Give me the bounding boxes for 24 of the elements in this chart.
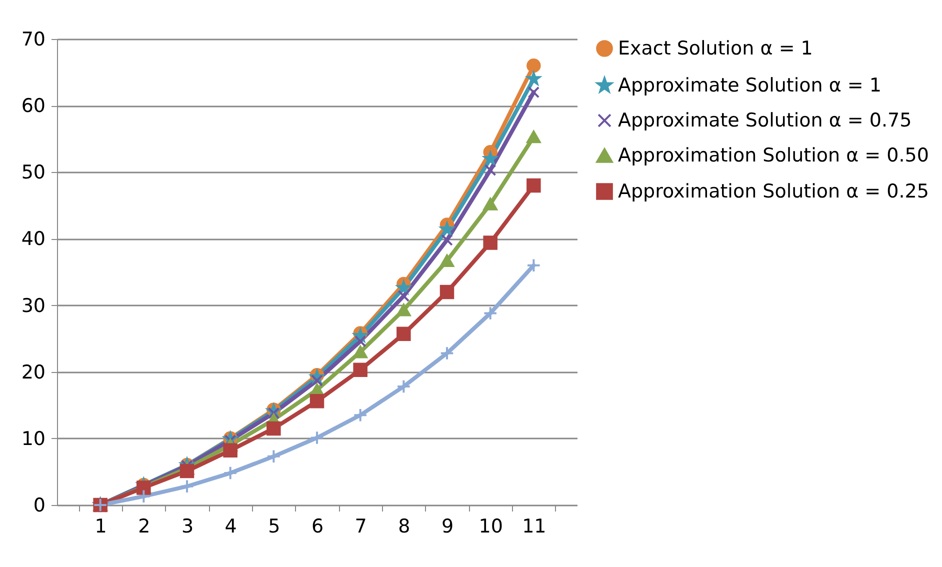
legend-label: Exact Solution α = 1	[618, 38, 813, 60]
y-tick-label: 50	[21, 162, 46, 184]
x-tick-label: 4	[224, 516, 237, 538]
x-tick-label: 1	[94, 516, 107, 538]
y-tick-label: 10	[21, 428, 46, 450]
legend-label: Approximation Solution α = 0.25	[618, 180, 929, 202]
legend-label: Approximation Solution α = 0.50	[618, 144, 929, 166]
x-tick-label: 9	[441, 516, 454, 538]
x-tick-label: 2	[138, 516, 150, 538]
x-tick-label: 6	[311, 516, 324, 538]
x-tick-label: 7	[354, 516, 367, 538]
x-tick-label: 11	[522, 516, 546, 538]
y-tick-label: 70	[21, 28, 46, 50]
y-tick-label: 30	[21, 294, 46, 317]
y-tick-label: 20	[21, 361, 46, 384]
x-tick-label: 10	[478, 516, 503, 538]
x-tick-label: 3	[181, 516, 194, 538]
legend-label: Approximate Solution α = 0.75	[618, 110, 912, 132]
x-tick-label: 8	[398, 516, 410, 538]
x-tick-label: 5	[268, 516, 280, 538]
y-tick-label: 60	[21, 95, 46, 118]
y-tick-label: 0	[33, 494, 46, 516]
legend-label: Approximate Solution α = 1	[618, 74, 882, 96]
y-tick-label: 40	[21, 228, 46, 250]
